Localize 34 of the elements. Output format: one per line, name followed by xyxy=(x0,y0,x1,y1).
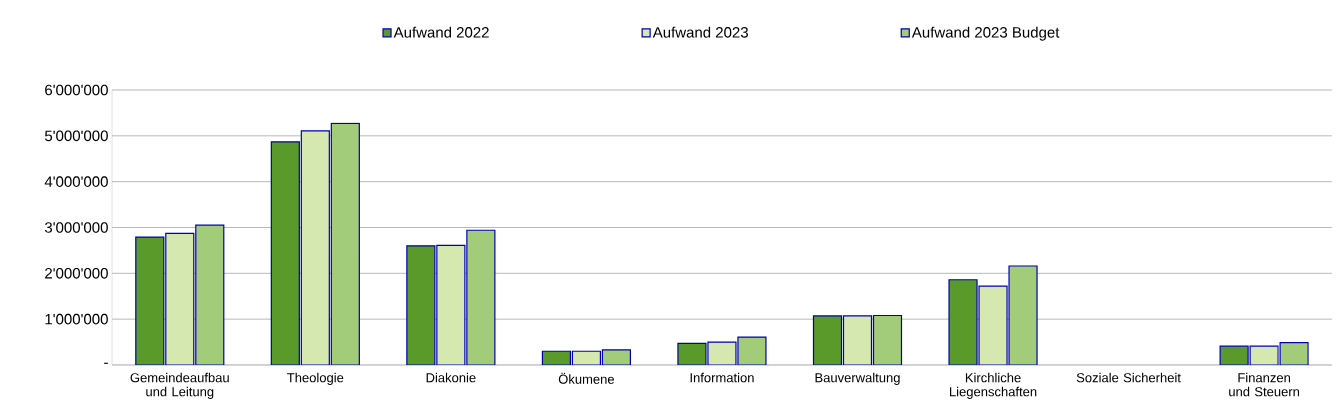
bar xyxy=(948,279,978,365)
bar xyxy=(270,141,300,365)
x-tick-label: Ökumene xyxy=(558,372,615,384)
bar xyxy=(406,245,436,365)
x-tick-label: Diakonie xyxy=(426,372,476,383)
y-tick-label: 1'000'000 xyxy=(45,313,108,325)
bar xyxy=(135,236,165,365)
bar xyxy=(300,130,330,365)
x-tick-label: Theologie xyxy=(287,372,344,385)
bar xyxy=(812,315,843,365)
y-tick-label: 4'000'000 xyxy=(44,176,108,187)
x-tick-label: Bauverwaltung xyxy=(815,372,900,385)
bar xyxy=(330,122,360,365)
x-tick-label: Finanzen und Steuern xyxy=(1229,372,1300,397)
bar xyxy=(195,224,225,365)
y-tick-label: - xyxy=(104,362,108,364)
bar xyxy=(1008,265,1038,365)
bar xyxy=(978,285,1008,365)
bar xyxy=(165,232,195,365)
x-tick-label: Information xyxy=(690,372,754,383)
legend-label: Aufwand 2023 Budget xyxy=(911,26,1060,41)
bar xyxy=(436,244,466,365)
legend-label: Aufwand 2023 xyxy=(652,26,748,38)
x-tick-label: Kirchliche Liegenschaften xyxy=(950,372,1037,399)
y-tick-label: 6'000'000 xyxy=(45,84,108,96)
bar xyxy=(872,314,903,365)
legend-label: Aufwand 2022 xyxy=(393,26,489,38)
bar xyxy=(466,229,496,365)
y-tick-label: 3'000'000 xyxy=(44,222,108,233)
x-tick-label: Gemeindeaufbau und Leitung xyxy=(130,372,229,399)
y-tick-label: 2'000'000 xyxy=(45,268,108,279)
x-tick-label: Soziale Sicherheit xyxy=(1076,372,1181,383)
bar xyxy=(842,315,873,365)
y-tick-label: 5'000'000 xyxy=(44,130,108,142)
